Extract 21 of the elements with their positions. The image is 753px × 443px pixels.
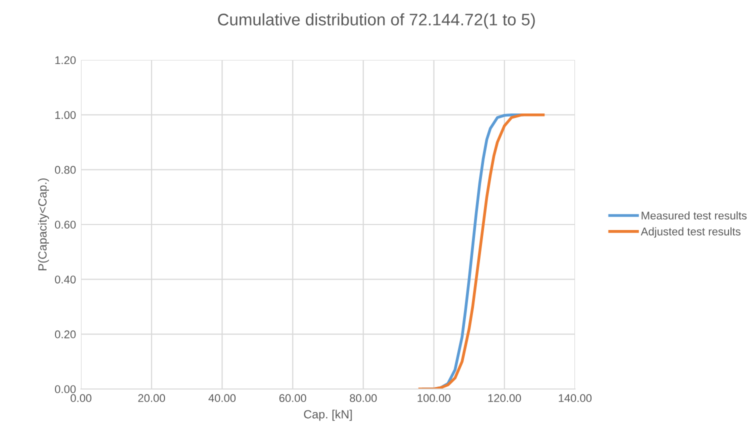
y-tick-label: 0.80 xyxy=(54,166,76,174)
chart-title: Cumulative distribution of 72.144.72(1 to 5) xyxy=(218,13,535,29)
y-tick-label: 0.40 xyxy=(54,276,76,284)
y-tick-label: 1.20 xyxy=(55,56,76,64)
x-tick-label: 80.00 xyxy=(350,394,377,402)
x-tick-label: 20.00 xyxy=(138,394,166,402)
y-tick-label: 0.00 xyxy=(54,385,76,394)
x-tick-label: 40.00 xyxy=(208,394,236,402)
y-tick-label: 0.60 xyxy=(54,220,76,229)
x-tick-label: 100.00 xyxy=(418,394,450,402)
y-axis-title: P(Capacity<Cap.) xyxy=(38,178,49,270)
legend-label: Adjusted test results xyxy=(640,227,740,238)
x-tick-label: 140.00 xyxy=(558,394,592,402)
x-tick-label: 60.00 xyxy=(279,394,306,402)
legend-label: Measured test results xyxy=(642,211,747,220)
x-tick-label: 0.00 xyxy=(70,394,92,402)
y-tick-label: 0.20 xyxy=(54,330,76,338)
x-tick-label: 120.00 xyxy=(488,394,521,402)
x-axis-title: Cap. [kN] xyxy=(304,410,352,421)
y-tick-label: 1.00 xyxy=(55,111,76,119)
line-series xyxy=(418,113,545,389)
